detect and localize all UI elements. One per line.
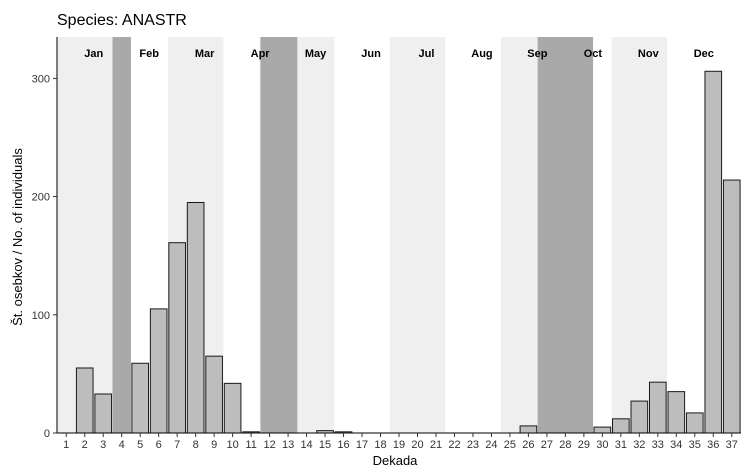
bar-dekada-32 [630,400,649,434]
y-tick-label-0: 0 [44,428,50,440]
month-label-mar: Mar [195,48,215,60]
x-tick-label-7: 7 [174,439,180,451]
month-label-jan: Jan [84,48,103,60]
month-label-nov: Nov [638,48,660,60]
x-tick-label-8: 8 [193,439,199,451]
x-tick-label-33: 33 [652,439,664,451]
axes [53,37,741,437]
bar-dekada-26 [519,425,538,434]
x-tick-label-37: 37 [726,439,738,451]
month-label-jun: Jun [361,48,381,60]
x-tick-label-29: 29 [578,439,590,451]
bar-dekada-10 [223,382,242,434]
x-tick-label-1: 1 [63,439,69,451]
month-labels: Jan Feb Mar Apr May Jun Jul Aug Sep Oct Nov Dec [84,48,714,60]
month-label-dec: Dec [694,48,714,60]
x-axis-title: Dekada [373,453,419,466]
x-tick-label-19: 19 [393,439,405,451]
chart-title: Species: ANASTR [57,12,187,29]
bar-dekada-36 [704,70,723,434]
bar-dekada-33 [648,381,667,434]
x-tick-label-3: 3 [100,439,106,451]
y-axis-title: Št. osebkov / No. of individuals [10,148,25,326]
y-tick-label-200: 200 [32,192,50,204]
x-tick-label-36: 36 [707,439,719,451]
x-tick-label-34: 34 [670,439,682,451]
month-bands [57,37,668,433]
x-tick-label-32: 32 [633,439,645,451]
x-tick-label-20: 20 [411,439,423,451]
dark-band-3 [537,37,594,433]
x-tick-label-27: 27 [541,439,553,451]
bar-dekada-35 [685,412,704,434]
x-tick-label-35: 35 [689,439,701,451]
y-tick-label-300: 300 [32,73,50,85]
x-tick-label-24: 24 [485,439,497,451]
month-label-apr: Apr [251,48,271,60]
x-tick-label-17: 17 [356,439,368,451]
y-tick-label-100: 100 [32,310,50,322]
x-tick-label-5: 5 [137,439,143,451]
x-tick-label-21: 21 [430,439,442,451]
y-tick-labels: 0 100 200 300 [32,73,50,440]
x-tick-label-23: 23 [467,439,479,451]
x-tick-label-11: 11 [245,439,256,451]
x-tick-label-10: 10 [226,439,238,451]
x-tick-label-13: 13 [282,439,294,451]
x-tick-label-26: 26 [522,439,534,451]
bar-dekada-5 [131,362,150,434]
month-label-sep: Sep [527,48,547,60]
month-label-oct: Oct [584,48,603,60]
bar-dekada-9 [205,355,223,434]
month-label-may: May [305,48,327,60]
bar-dekada-2 [75,367,94,434]
x-tick-label-4: 4 [119,439,125,451]
month-band-jan [57,37,113,433]
x-tick-label-30: 30 [596,439,608,451]
dark-band-1 [112,37,131,433]
bar-dekada-34 [667,391,686,434]
bar-dekada-37 [722,179,741,434]
bar-dekada-3 [94,393,113,434]
x-tick-label-18: 18 [374,439,386,451]
bar-dekada-30 [593,426,612,434]
bar-dekada-6 [149,308,168,434]
x-tick-label-9: 9 [211,439,217,451]
x-tick-label-16: 16 [337,439,349,451]
bars [75,70,741,434]
dark-band-2 [260,37,298,433]
x-tick-label-2: 2 [82,439,88,451]
x-tick-labels: 1 2 3 4 5 6 7 8 9 10 11 12 13 14 15 16 17 18 19 20 21 22 23 24 2… [63,439,738,451]
bar-dekada-8 [186,201,205,434]
month-label-jul: Jul [419,48,435,60]
month-band-nov [611,37,668,433]
x-tick-label-12: 12 [263,439,275,451]
x-tick-label-6: 6 [156,439,162,451]
x-tick-label-15: 15 [319,439,331,451]
x-tick-label-28: 28 [559,439,571,451]
month-label-feb: Feb [139,48,159,60]
x-tick-label-25: 25 [504,439,516,451]
x-tick-label-31: 31 [615,439,627,451]
x-tick-label-14: 14 [300,439,312,451]
month-band-jul [389,37,446,433]
bar-dekada-7 [168,242,186,434]
bar-dekada-31 [612,418,630,434]
x-tick-label-22: 22 [448,439,460,451]
month-label-aug: Aug [471,48,492,60]
